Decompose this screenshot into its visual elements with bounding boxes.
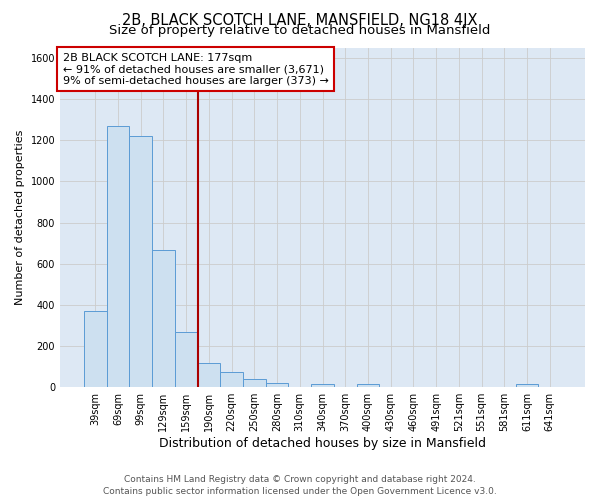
Text: 2B, BLACK SCOTCH LANE, MANSFIELD, NG18 4JX: 2B, BLACK SCOTCH LANE, MANSFIELD, NG18 4… xyxy=(122,12,478,28)
Bar xyxy=(130,136,152,387)
Bar xyxy=(175,332,197,387)
Y-axis label: Number of detached properties: Number of detached properties xyxy=(15,130,25,305)
Bar xyxy=(107,126,130,387)
Bar xyxy=(515,384,538,387)
Bar xyxy=(197,362,220,387)
Bar xyxy=(243,379,266,387)
X-axis label: Distribution of detached houses by size in Mansfield: Distribution of detached houses by size … xyxy=(159,437,486,450)
Text: Contains HM Land Registry data © Crown copyright and database right 2024.
Contai: Contains HM Land Registry data © Crown c… xyxy=(103,474,497,496)
Bar xyxy=(266,383,289,387)
Text: Size of property relative to detached houses in Mansfield: Size of property relative to detached ho… xyxy=(109,24,491,37)
Text: 2B BLACK SCOTCH LANE: 177sqm
← 91% of detached houses are smaller (3,671)
9% of : 2B BLACK SCOTCH LANE: 177sqm ← 91% of de… xyxy=(62,52,329,86)
Bar xyxy=(220,372,243,387)
Bar xyxy=(152,250,175,387)
Bar xyxy=(311,384,334,387)
Bar xyxy=(84,311,107,387)
Bar xyxy=(356,384,379,387)
